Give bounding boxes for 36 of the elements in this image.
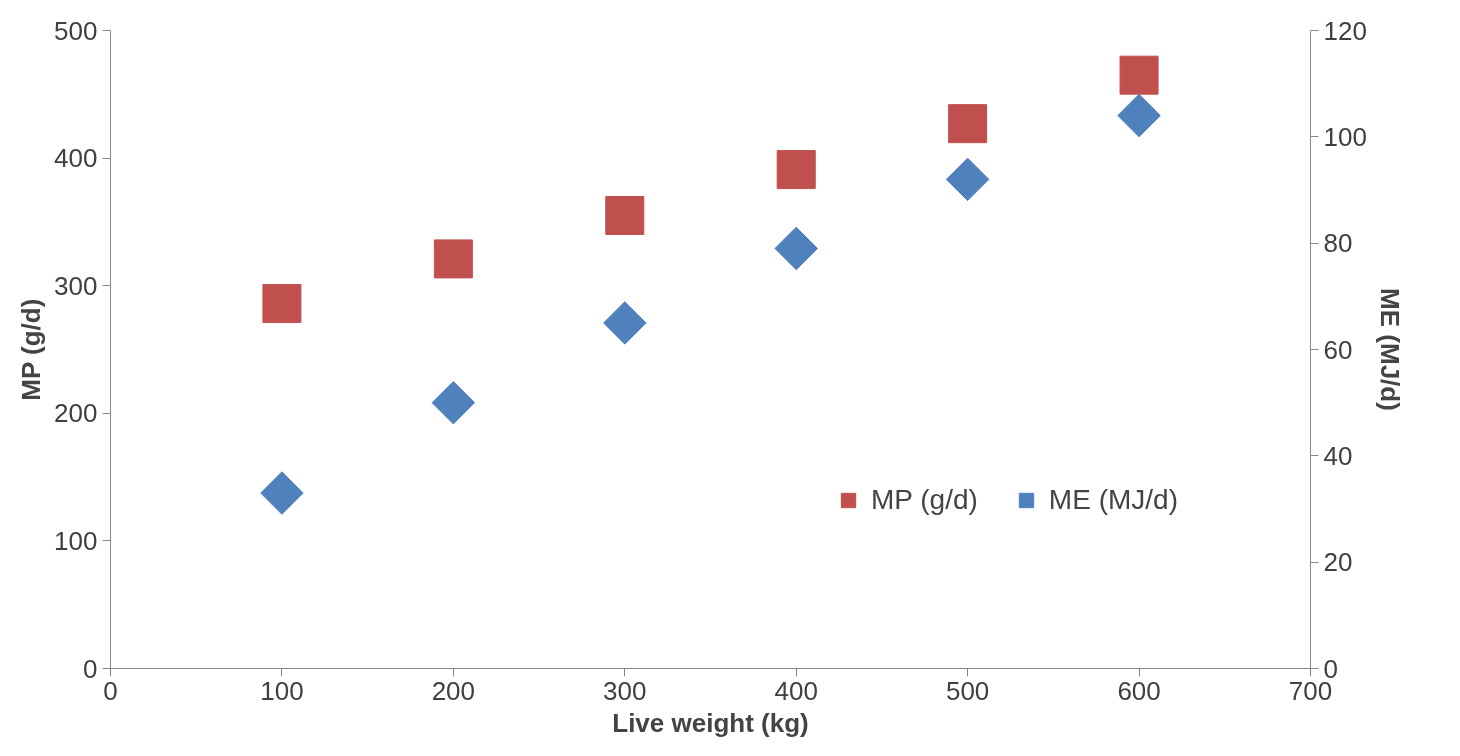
legend-label: MP (g/d) [871,484,978,516]
point [603,301,647,345]
x-tick-label: 500 [945,675,990,706]
y-tick-label: 200 [54,398,98,429]
y2-tick-label: 100 [1323,121,1367,152]
point [433,239,473,279]
point [774,226,818,271]
x-tick-label: 200 [431,675,476,706]
x-tick-label: 600 [1117,675,1161,706]
point [1117,93,1161,138]
point [262,284,302,324]
x-tick-label: 0 [103,675,118,706]
point [948,104,988,144]
y2-tick-label: 40 [1323,440,1353,471]
y-axis-title: MP (g/d) [16,298,47,401]
x-tick-label: 100 [260,675,304,706]
point [945,157,990,202]
point [605,196,645,236]
x-tick-label: 300 [603,675,647,706]
point [1119,55,1159,95]
y-tick-label: 0 [83,653,98,684]
y2-tick-label: 20 [1323,547,1353,578]
y2-tick-label: 120 [1323,15,1367,46]
y-tick-label: 400 [54,143,98,174]
x-tick-label: 400 [774,675,818,706]
legend-label: ME (MJ/d) [1048,484,1178,516]
point [431,380,476,425]
point [260,471,304,515]
y-tick-label: 100 [54,525,98,556]
y2-axis-title: ME (MJ/d) [1374,288,1405,411]
point [776,150,816,190]
x-axis-title: Live weight (kg) [612,707,809,738]
y-tick-label: 500 [54,15,98,46]
y2-tick-label: 60 [1323,334,1353,365]
y2-tick-label: 80 [1323,228,1353,259]
y-tick-label: 300 [54,270,98,301]
